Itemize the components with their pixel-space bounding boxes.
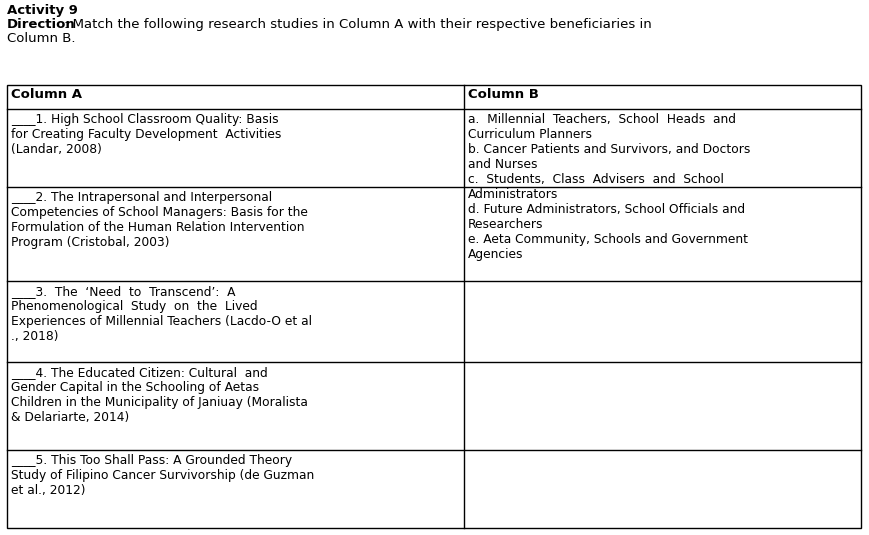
- Text: ____4. The Educated Citizen: Cultural  and
Gender Capital in the Schooling of Ae: ____4. The Educated Citizen: Cultural an…: [11, 366, 308, 424]
- Text: ____3.  The  ‘Need  to  Transcend’:  A
Phenomenological  Study  on  the  Lived
E: ____3. The ‘Need to Transcend’: A Phenom…: [11, 285, 312, 343]
- Text: Activity 9: Activity 9: [7, 4, 78, 17]
- Text: Column A: Column A: [11, 88, 82, 101]
- Text: ____2. The Intrapersonal and Interpersonal
Competencies of School Managers: Basi: ____2. The Intrapersonal and Interperson…: [11, 191, 308, 249]
- Text: Column B.: Column B.: [7, 32, 76, 45]
- Text: Direction: Direction: [7, 18, 76, 31]
- Text: : Match the following research studies in Column A with their respective benefic: : Match the following research studies i…: [64, 18, 652, 31]
- Text: ____1. High School Classroom Quality: Basis
for Creating Faculty Development  Ac: ____1. High School Classroom Quality: Ba…: [11, 113, 282, 156]
- Text: a.  Millennial  Teachers,  School  Heads  and
Curriculum Planners
b. Cancer Pati: a. Millennial Teachers, School Heads and…: [468, 113, 750, 261]
- Bar: [7, 85, 861, 528]
- Text: Column B: Column B: [468, 88, 539, 101]
- Text: ____5. This Too Shall Pass: A Grounded Theory
Study of Filipino Cancer Survivors: ____5. This Too Shall Pass: A Grounded T…: [11, 454, 315, 497]
